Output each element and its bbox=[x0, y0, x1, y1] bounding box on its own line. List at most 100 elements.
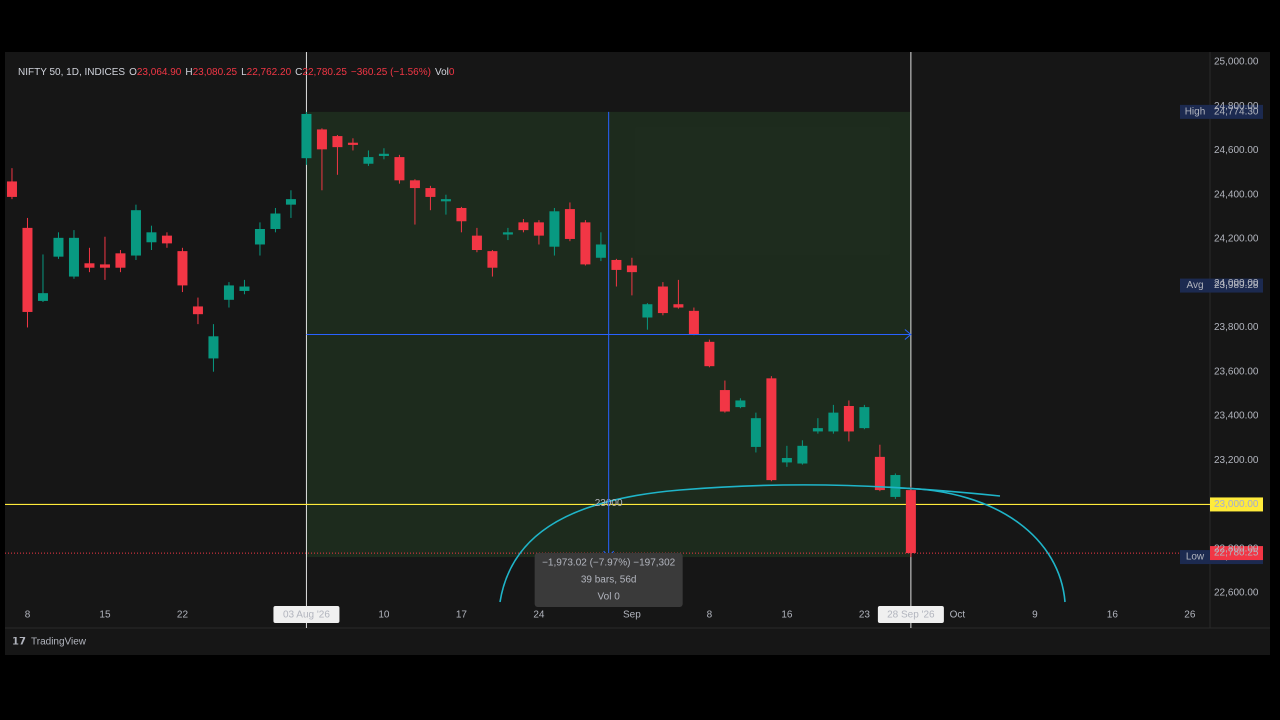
candle-body bbox=[580, 222, 591, 265]
candle-body bbox=[254, 228, 265, 245]
drawn-arc bbox=[899, 487, 1066, 603]
candle-body bbox=[595, 244, 606, 258]
legend-key: H bbox=[185, 67, 192, 78]
candle-body bbox=[161, 235, 172, 244]
legend-value: 0 bbox=[449, 67, 455, 78]
x-tick-label: 28 Sep '26 bbox=[887, 610, 935, 621]
legend-value: 23,064.90 bbox=[137, 67, 182, 78]
candle-body bbox=[611, 259, 622, 270]
y-tick-label: 23,800.00 bbox=[1214, 322, 1259, 333]
candle-body bbox=[285, 199, 296, 205]
x-tick-label: 22 bbox=[177, 610, 189, 621]
candle-body bbox=[84, 263, 95, 268]
candle-body bbox=[68, 237, 79, 277]
price-marker-name-bg bbox=[1180, 104, 1210, 119]
candle-body bbox=[766, 378, 777, 481]
candle-body bbox=[53, 237, 64, 257]
legend-key: O bbox=[129, 67, 137, 78]
x-tick-label: 8 bbox=[707, 610, 713, 621]
y-tick-label: 24,000.00 bbox=[1214, 278, 1259, 289]
price-marker-value: 23,989.28 bbox=[1214, 280, 1259, 291]
candle-body bbox=[146, 232, 157, 243]
x-tick-label: 03 Aug '26 bbox=[283, 610, 330, 621]
candle-body bbox=[812, 428, 823, 432]
hand-drawing bbox=[499, 484, 1066, 603]
legend-key: L bbox=[241, 67, 247, 78]
candle-body bbox=[440, 199, 451, 202]
candle-body bbox=[223, 285, 234, 300]
candle-body bbox=[890, 475, 901, 497]
candle-body bbox=[487, 251, 498, 268]
x-tick-label: 15 bbox=[99, 610, 111, 621]
legend-key: Vol bbox=[435, 67, 449, 78]
x-tick-highlight bbox=[273, 606, 340, 623]
y-tick-label: 23,200.00 bbox=[1214, 455, 1259, 466]
y-tick-label: 25,000.00 bbox=[1214, 57, 1259, 68]
price-marker-name: Low bbox=[1186, 552, 1205, 563]
candle-body bbox=[208, 336, 219, 359]
y-tick-label: 24,600.00 bbox=[1214, 145, 1259, 156]
candle-body bbox=[301, 113, 312, 159]
x-tick-label: 17 bbox=[456, 610, 468, 621]
candle-body bbox=[363, 157, 374, 164]
candle-body bbox=[37, 293, 48, 301]
candle-body bbox=[378, 153, 389, 156]
x-tick-label: 10 bbox=[378, 610, 390, 621]
y-tick-label: 24,400.00 bbox=[1214, 189, 1259, 200]
x-tick-label: 16 bbox=[1107, 610, 1119, 621]
candle-body bbox=[6, 181, 17, 197]
legend-key: C bbox=[295, 67, 302, 78]
candle-body bbox=[797, 445, 808, 464]
legend-value: 22,762.20 bbox=[247, 67, 292, 78]
y-tick-label: 24,800.00 bbox=[1214, 101, 1259, 112]
x-tick-label: Sep bbox=[623, 610, 641, 621]
candle-body bbox=[456, 207, 467, 222]
candle-body bbox=[409, 180, 420, 189]
candle-body bbox=[99, 264, 110, 268]
y-tick-label: 23,400.00 bbox=[1214, 411, 1259, 422]
candle-body bbox=[471, 235, 482, 251]
x-tick-label: 23 bbox=[859, 610, 871, 621]
candle-body bbox=[828, 412, 839, 432]
legend-value: 23,080.25 bbox=[193, 67, 238, 78]
candle-body bbox=[239, 286, 250, 291]
candle-body bbox=[192, 306, 203, 315]
price-marker-name-bg bbox=[1180, 278, 1210, 293]
candle-body bbox=[781, 457, 792, 463]
candle-body bbox=[719, 390, 730, 412]
candle-body bbox=[750, 418, 761, 447]
hline-label-bg bbox=[1210, 497, 1263, 512]
x-tick-label: Oct bbox=[950, 610, 966, 621]
legend-value: 22,780.25 bbox=[302, 67, 347, 78]
price-marker-name-bg bbox=[1180, 550, 1210, 565]
x-tick-label: 9 bbox=[1032, 610, 1038, 621]
price-marker-name: Avg bbox=[1186, 280, 1203, 291]
y-tick-label: 22,800.00 bbox=[1214, 543, 1259, 554]
x-tick-label: 26 bbox=[1184, 610, 1196, 621]
candle-body bbox=[347, 142, 358, 145]
brand-logo: 𝟭𝟳 bbox=[12, 637, 26, 648]
price-marker-bg bbox=[1210, 104, 1263, 119]
candle-body bbox=[316, 129, 327, 150]
symbol: NIFTY 50, 1D, INDICES bbox=[18, 67, 125, 78]
candle-body bbox=[549, 211, 560, 247]
brand: 𝟭𝟳 TradingView bbox=[12, 637, 87, 648]
y-tick-label: 22,600.00 bbox=[1214, 588, 1259, 599]
price-marker-value: 24,774.30 bbox=[1214, 107, 1259, 118]
candle-body bbox=[704, 341, 715, 367]
price-marker-bg bbox=[1210, 546, 1263, 561]
x-tick-label: 16 bbox=[781, 610, 793, 621]
candle-body bbox=[332, 136, 343, 148]
candle-body bbox=[533, 222, 544, 236]
candle-body bbox=[905, 490, 916, 554]
measure-tooltip bbox=[534, 553, 683, 608]
candle-body bbox=[425, 188, 436, 197]
y-tick-label: 24,200.00 bbox=[1214, 234, 1259, 245]
price-marker-name: High bbox=[1185, 107, 1206, 118]
candle-body bbox=[270, 213, 281, 229]
price-marker-bg bbox=[1210, 278, 1263, 293]
y-tick-label: 23,600.00 bbox=[1214, 366, 1259, 377]
candle-body bbox=[673, 304, 684, 308]
candle-body bbox=[626, 265, 637, 273]
